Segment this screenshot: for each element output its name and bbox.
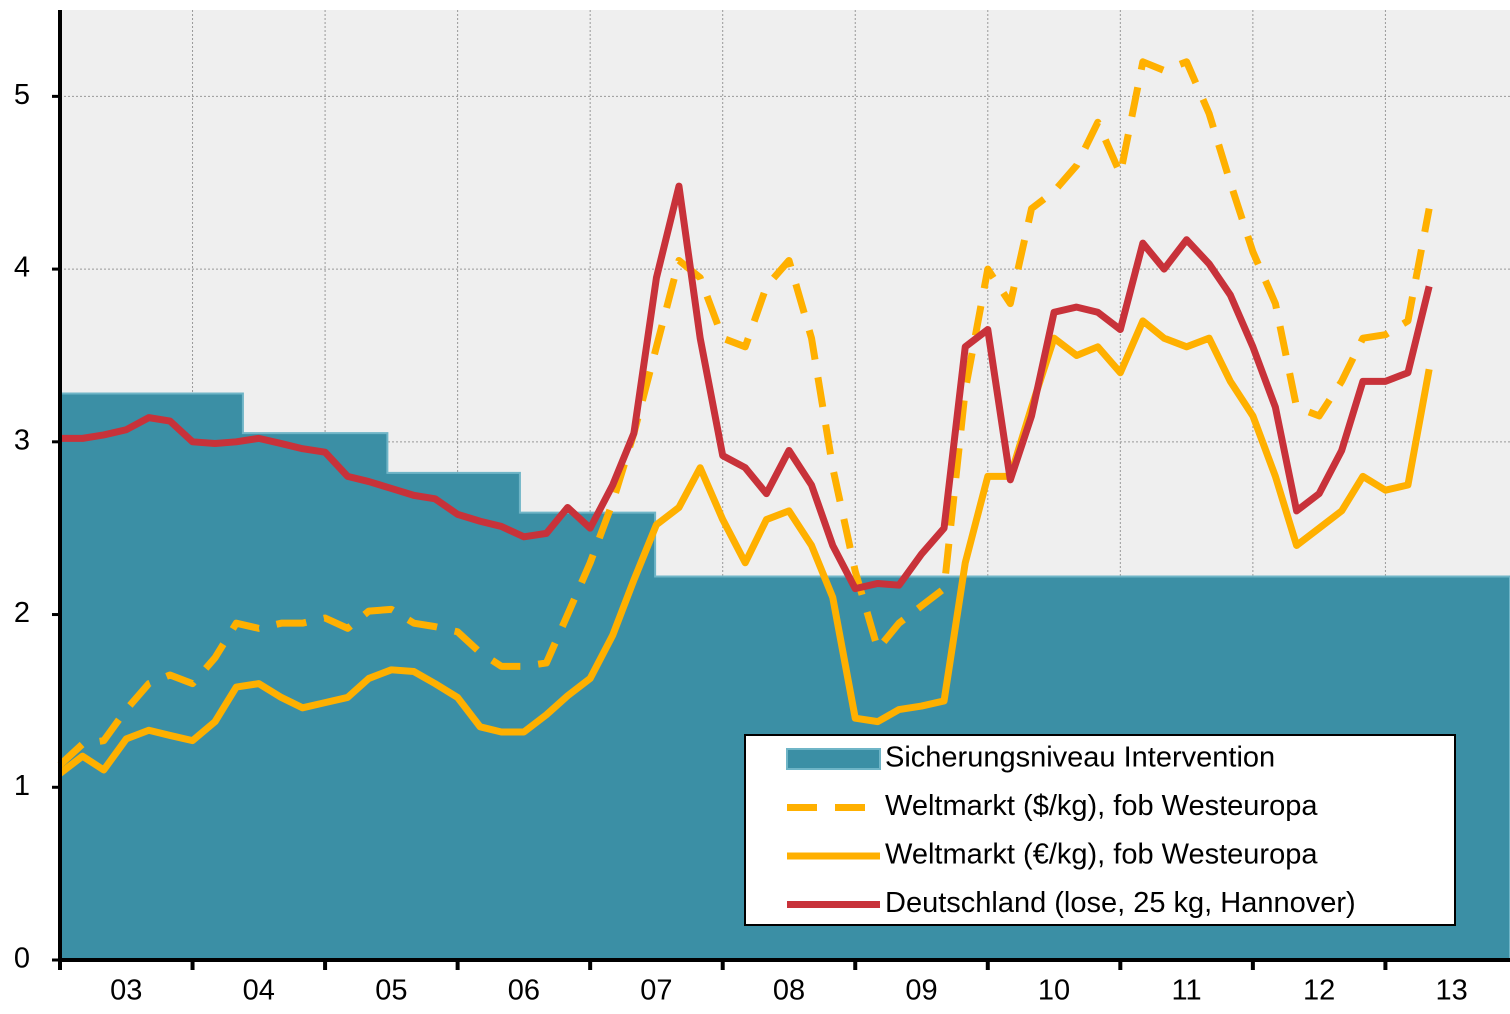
- legend-swatch: [786, 748, 881, 770]
- y-tick-label: 5: [14, 79, 30, 111]
- x-tick-label: 04: [243, 975, 275, 1007]
- legend: Sicherungsniveau Intervention Weltmarkt (…: [744, 734, 1456, 926]
- x-tick-label: 03: [110, 975, 142, 1007]
- y-tick-label: 2: [14, 597, 30, 629]
- x-tick-label: 10: [1038, 975, 1070, 1007]
- line: [60, 182, 1433, 593]
- x-tick-label: 07: [640, 975, 672, 1007]
- x-tick-label: 12: [1303, 975, 1335, 1007]
- x-tick-label: 06: [508, 975, 540, 1007]
- legend-label: Weltmarkt (€/kg), fob Westeuropa: [885, 839, 1318, 871]
- legend-label: Weltmarkt ($/kg), fob Westeuropa: [885, 790, 1318, 822]
- x-tick-label: 11: [1172, 975, 1202, 1007]
- x-tick-label: 13: [1436, 975, 1468, 1007]
- y-tick-label: 3: [14, 424, 30, 456]
- legend-label: Sicherungsniveau Intervention: [885, 742, 1275, 774]
- line: [57, 317, 1433, 777]
- y-tick-label: 1: [14, 770, 30, 802]
- line: [57, 58, 1433, 768]
- x-tick-label: 05: [375, 975, 407, 1007]
- y-tick-label: 0: [14, 943, 30, 975]
- x-tick-label: 08: [773, 975, 805, 1007]
- legend-label: Deutschland (lose, 25 kg, Hannover): [885, 887, 1356, 919]
- x-tick-label: 09: [905, 975, 937, 1007]
- y-tick-label: 4: [14, 252, 30, 284]
